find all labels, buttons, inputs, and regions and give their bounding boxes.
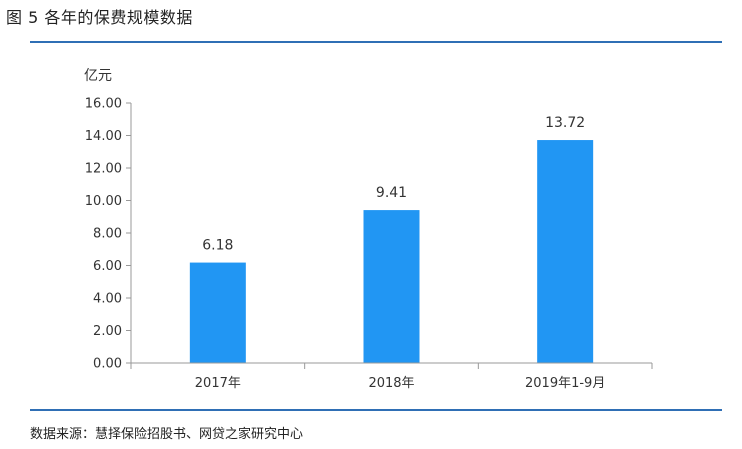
y-tick-label: 10.00 (85, 194, 122, 209)
x-axis: 2017年 2018年 2019年1-9月 (130, 362, 653, 391)
y-tick-label: 6.00 (93, 259, 122, 274)
x-tick-label: 2018年 (368, 376, 414, 391)
top-rule (30, 41, 722, 43)
y-tick-label: 14.00 (85, 129, 122, 144)
bar (537, 140, 594, 363)
y-tick-label: 0.00 (93, 357, 122, 372)
bar-data-label: 13.72 (545, 115, 585, 131)
x-tick-label: 2019年1-9月 (525, 376, 605, 391)
y-tick-label: 8.00 (93, 227, 122, 242)
bar (189, 262, 246, 363)
y-axis-unit-label: 亿元 (84, 68, 112, 84)
bar-data-label: 9.41 (376, 185, 407, 201)
y-axis: 0.00 2.00 4.00 6.00 8.00 10.00 12.00 14.00 16.00 (85, 97, 132, 372)
x-tick-label: 2017年 (195, 376, 241, 391)
bars: 6.18 9.41 13.72 (189, 115, 594, 363)
figure-title: 图 5 各年的保费规模数据 (6, 8, 193, 27)
data-source-note: 数据来源：慧择保险招股书、网贷之家研究中心 (30, 427, 304, 442)
y-tick-label: 4.00 (93, 292, 122, 307)
y-tick-label: 16.00 (85, 97, 122, 112)
bottom-rule (30, 409, 722, 411)
bar (363, 210, 420, 363)
y-tick-label: 12.00 (85, 162, 122, 177)
y-tick-label: 2.00 (93, 324, 122, 339)
bar-data-label: 6.18 (202, 238, 233, 254)
